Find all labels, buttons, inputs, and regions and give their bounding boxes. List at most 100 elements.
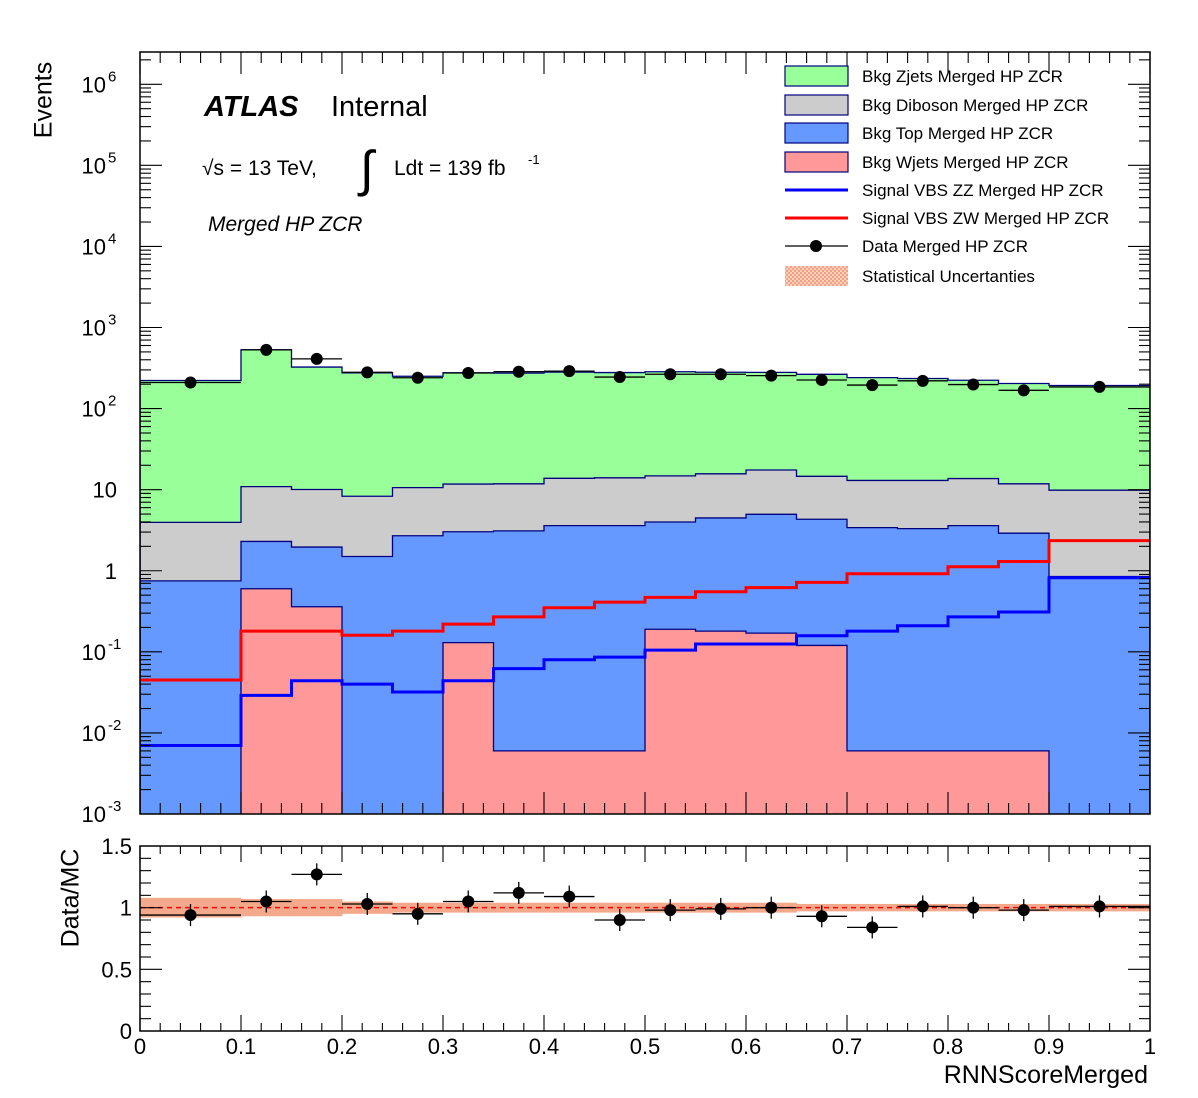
stack-bar-wjets [998,750,1050,814]
stack-bar-wjets [897,750,949,814]
stack-bar-wjets [645,629,696,814]
y-tick-exponent: 6 [108,68,116,85]
ratio-point [815,910,828,923]
legend-swatch-wjets [784,151,849,173]
data-point [967,378,980,391]
data-point [765,369,778,382]
data-point [411,371,424,384]
legend: Bkg Zjets Merged HP ZCR Bkg Diboson Merg… [784,65,1109,286]
ratio-point [512,886,525,899]
ratio-point [184,909,197,922]
y-tick-label: 10 [82,802,106,827]
data-point [714,368,727,381]
x-tick-label: 0.3 [428,1034,459,1059]
y-tick-exponent: 3 [108,312,116,329]
data-point [916,374,929,387]
legend-label-vbs-zz: Signal VBS ZZ Merged HP ZCR [862,181,1104,200]
y-tick-label: 10 [82,316,106,341]
region-label: Merged HP ZCR [208,213,362,236]
atlas-label: ATLAS [203,91,299,123]
ratio-point [361,897,374,910]
ratio-point [310,868,323,881]
ratio-point [260,895,273,908]
y-tick-exponent: 5 [108,149,116,166]
integral-symbol: ∫ [357,141,377,197]
y-tick-label: 10 [82,397,106,422]
stack-bar-wjets [695,631,747,814]
stack-outline-wjets [240,588,1050,814]
ratio-point [411,907,424,920]
stack-bar-wjets [796,645,848,814]
ratio-y-tick-label: 1.5 [101,834,132,859]
ratio-point [967,901,980,914]
ratio-point [765,901,778,914]
data-point [462,366,475,379]
stack-outline-diboson [140,469,1150,814]
x-tick-label: 0.9 [1034,1034,1065,1059]
ratio-pad: 0 0.5 1 1.5 0 0.1 0.2 0.3 0.4 0.5 0.6 0.7 0.8 0.9 1 D… [57,834,1157,1089]
ratio-y-axis-label: Data/MC [57,849,85,948]
lumi-superscript: -1 [528,152,540,167]
y-tick-exponent: -2 [108,717,121,734]
ratio-point [462,895,475,908]
data-point [512,365,525,378]
y-tick-exponent: 4 [108,230,116,247]
stack-outline-top [140,513,1150,814]
x-tick-label: 0 [134,1034,146,1059]
y-tick-label: 10 [82,153,106,178]
y-tick-label: 10 [82,234,106,259]
data-point [1093,380,1106,393]
x-axis-label: RNNScoreMerged [944,1061,1148,1089]
x-tick-label: 0.2 [327,1034,358,1059]
y-tick-label: 10 [82,72,106,97]
legend-label-diboson: Bkg Diboson Merged HP ZCR [862,96,1088,115]
ratio-point [1017,904,1030,917]
internal-label: Internal [331,91,428,123]
legend-swatch-zjets [784,65,849,87]
data-point [815,374,828,387]
ratio-y-tick-label: 0 [120,1019,132,1044]
y-tick-exponent: 2 [108,393,116,410]
lumi-label: Ldt = 139 fb [394,157,506,180]
stack-bar-wjets [746,633,797,814]
x-tick-label: 0.5 [630,1034,661,1059]
x-tick-label: 0.7 [832,1034,863,1059]
data-point [563,365,576,378]
y-tick-exponent: -3 [108,798,121,815]
ratio-uncertainty-band [291,899,343,917]
x-tick-label: 0.8 [933,1034,964,1059]
legend-swatch-top [784,122,849,144]
stack-bar-wjets [291,606,343,814]
y-tick-label: 10 [93,478,117,503]
x-tick-label: 0.6 [731,1034,762,1059]
data-point [866,379,879,392]
data-point [664,368,677,381]
data-point [613,371,626,384]
legend-marker-data [810,240,822,252]
ratio-point [613,914,626,926]
ratio-plot-area [140,846,1150,1031]
stack-bar-top [1099,576,1150,814]
data-point [1017,384,1030,397]
legend-label-data: Data Merged HP ZCR [862,237,1028,256]
stack-bar-wjets [544,750,595,814]
ratio-point [916,900,929,913]
data-point [310,352,323,365]
stack-bar-wjets [948,750,999,814]
y-axis-label: Events [30,62,58,138]
legend-label-top: Bkg Top Merged HP ZCR [862,124,1053,143]
stack-bar-wjets [493,750,545,814]
legend-swatch-uncertainty [785,266,848,286]
legend-label-zjets: Bkg Zjets Merged HP ZCR [862,67,1063,86]
legend-swatch-diboson [784,94,849,116]
stack-bar-top [392,535,444,814]
ratio-point [664,904,677,917]
signal-line-vbs-zz [140,576,1150,747]
y-tick-exponent: -1 [108,636,121,653]
ratio-uncertainty-band [544,902,595,913]
stack-bar-top [190,580,242,814]
energy-label: √s = 13 TeV, [202,157,317,180]
x-tick-label: 0.4 [529,1034,560,1059]
x-tick-label: 1 [1144,1034,1156,1059]
